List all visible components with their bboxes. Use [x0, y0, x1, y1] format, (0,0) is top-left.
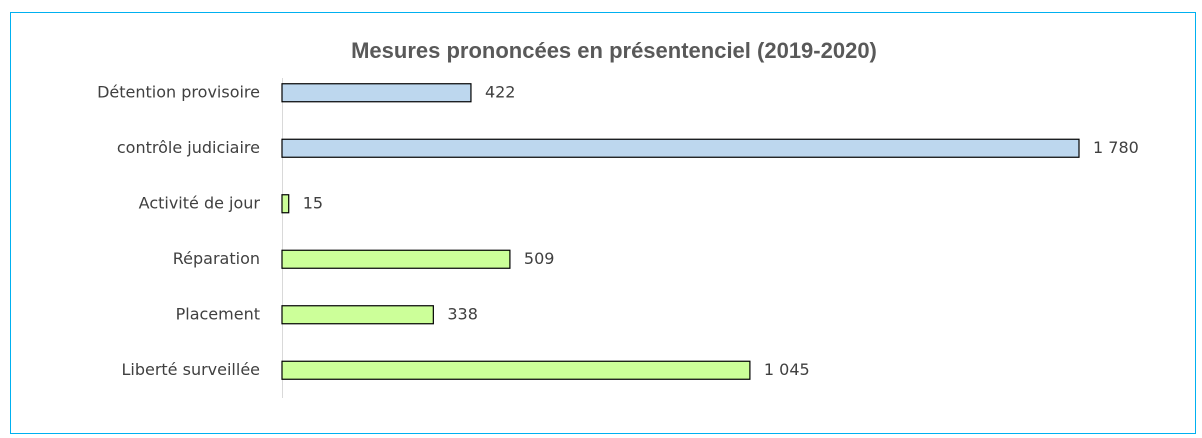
bar — [281, 305, 434, 325]
category-label: Détention provisoire — [97, 82, 260, 101]
category-label: contrôle judiciaire — [117, 138, 260, 157]
data-label: 15 — [303, 193, 323, 212]
category-label: Activité de jour — [139, 193, 261, 212]
bar — [281, 194, 290, 214]
bar — [281, 249, 511, 269]
bar — [281, 138, 1080, 158]
category-label: Réparation — [173, 249, 260, 268]
bar — [281, 360, 751, 380]
data-label: 422 — [485, 82, 516, 101]
chart-title: Mesures prononcées en présentenciel (201… — [351, 38, 877, 63]
data-label: 509 — [524, 249, 555, 268]
bar — [281, 83, 472, 103]
category-label: Placement — [176, 304, 260, 323]
data-label: 1 045 — [764, 360, 810, 379]
data-label: 338 — [447, 304, 478, 323]
data-label: 1 780 — [1093, 138, 1139, 157]
category-label: Liberté surveillée — [121, 360, 260, 379]
